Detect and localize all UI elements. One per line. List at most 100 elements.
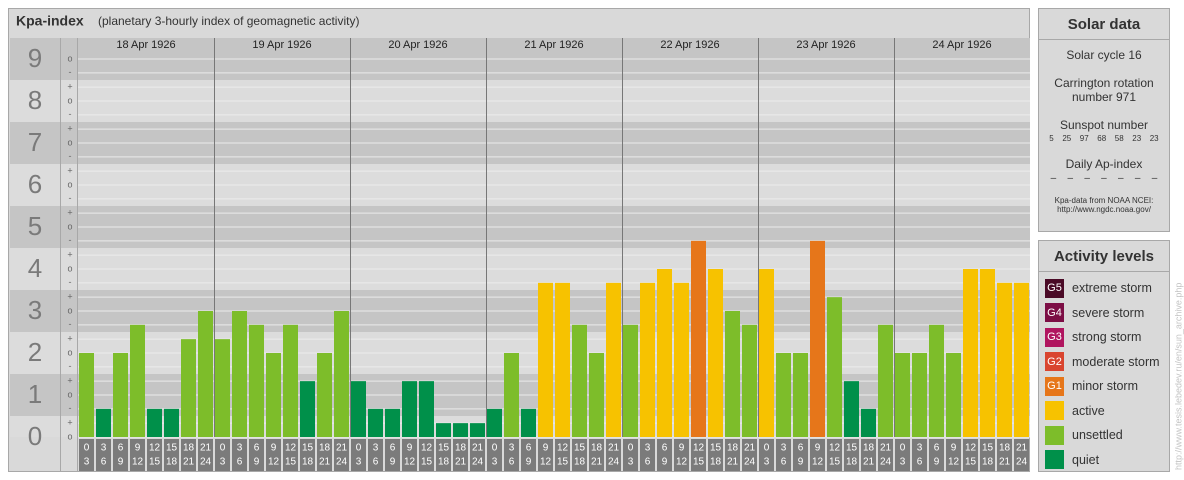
minor-tick-label: - [69, 319, 72, 329]
y-tick-label: 9 [28, 43, 42, 73]
hour-end: 6 [237, 457, 243, 468]
hour-start: 6 [390, 443, 396, 454]
day-label: 20 Apr 1926 [388, 39, 447, 51]
hour-cell [946, 439, 961, 471]
minor-tick-label: + [67, 334, 72, 344]
bar [147, 408, 162, 437]
hour-end: 12 [676, 457, 688, 468]
hour-cell [776, 439, 791, 471]
hour-start: 3 [645, 443, 651, 454]
hour-end: 18 [982, 457, 994, 468]
bar [555, 282, 570, 437]
legend-swatch [1045, 425, 1064, 445]
hour-start: 6 [662, 443, 668, 454]
kp-chart: Kpa-index (planetary 3-hourly index of g… [8, 8, 1030, 472]
hour-end: 9 [526, 457, 532, 468]
bar [895, 353, 910, 437]
hour-cell [317, 439, 332, 471]
minor-tick-label: o [67, 53, 72, 63]
hour-start: 9 [135, 443, 141, 454]
day-label: 22 Apr 1926 [660, 39, 719, 51]
hour-start: 6 [254, 443, 260, 454]
hour-end: 21 [319, 457, 331, 468]
hour-end: 9 [798, 457, 804, 468]
legend-label: minor storm [1072, 379, 1138, 394]
hour-cell [725, 439, 740, 471]
hour-cell [572, 439, 587, 471]
hour-cell [164, 439, 179, 471]
minor-tick-label: + [67, 250, 72, 260]
hour-end: 21 [455, 457, 467, 468]
hour-start: 21 [472, 443, 484, 454]
hour-start: 3 [509, 443, 515, 454]
hour-start: 6 [798, 443, 804, 454]
hour-start: 18 [183, 443, 195, 454]
legend-badge: G1 [1047, 380, 1062, 393]
legend-item: G2 moderate storm [1039, 350, 1169, 375]
legend-swatch: G2 [1045, 352, 1064, 372]
hour-cell [708, 439, 723, 471]
ap-title: Daily Ap-index [1065, 157, 1143, 171]
hour-cell [827, 439, 842, 471]
minor-tick-label: o [67, 347, 72, 357]
hour-start: 3 [917, 443, 923, 454]
bar [300, 381, 315, 437]
legend-badge: G3 [1047, 331, 1062, 344]
bar [351, 381, 366, 437]
bar [657, 269, 672, 437]
y-tick-label: 3 [28, 295, 42, 325]
bar [844, 381, 859, 437]
hour-end: 6 [781, 457, 787, 468]
minor-tick-label: o [67, 95, 72, 105]
hour-end: 9 [934, 457, 940, 468]
hour-start: 6 [934, 443, 940, 454]
sunspot-number: 23 [1149, 134, 1159, 143]
hour-start: 3 [101, 443, 107, 454]
minor-tick-label: o [67, 179, 72, 189]
hour-start: 15 [574, 443, 586, 454]
y-tick-label: 2 [28, 337, 42, 367]
hour-cell [130, 439, 145, 471]
hour-end: 12 [404, 457, 416, 468]
hour-start: 0 [764, 443, 770, 454]
y-tick-label: 1 [28, 379, 42, 409]
hour-end: 9 [118, 457, 124, 468]
bar [623, 324, 638, 437]
y-tick-label: 8 [28, 85, 42, 115]
hour-cell [1014, 439, 1029, 471]
minor-tick-label: - [69, 403, 72, 413]
bar [708, 269, 723, 437]
hour-start: 9 [951, 443, 957, 454]
bar [385, 408, 400, 437]
hour-end: 3 [356, 457, 362, 468]
hour-start: 15 [438, 443, 450, 454]
hour-start: 15 [302, 443, 314, 454]
sunspot-number: 23 [1132, 134, 1142, 143]
minor-tick-label: + [67, 166, 72, 176]
bar [436, 423, 451, 437]
hour-start: 15 [710, 443, 722, 454]
minor-tick-label: + [67, 124, 72, 134]
ap-value: – [1067, 173, 1074, 184]
hour-start: 9 [271, 443, 277, 454]
bar [317, 353, 332, 437]
bar [861, 408, 876, 437]
minor-tick-label: + [67, 292, 72, 302]
bar [232, 311, 247, 437]
hour-cell [555, 439, 570, 471]
hour-end: 21 [999, 457, 1011, 468]
ap-value: – [1101, 173, 1107, 184]
legend-swatch: G3 [1045, 327, 1064, 347]
hour-start: 15 [982, 443, 994, 454]
minor-tick-label: o [67, 389, 72, 399]
bar [589, 353, 604, 437]
hour-end: 12 [948, 457, 960, 468]
bar [504, 353, 519, 437]
hour-end: 6 [645, 457, 651, 468]
hour-cell [249, 439, 264, 471]
legend-swatch: G1 [1045, 376, 1064, 396]
legend-item: active [1039, 399, 1169, 424]
hour-start: 15 [846, 443, 858, 454]
legend-label: strong storm [1072, 330, 1142, 345]
